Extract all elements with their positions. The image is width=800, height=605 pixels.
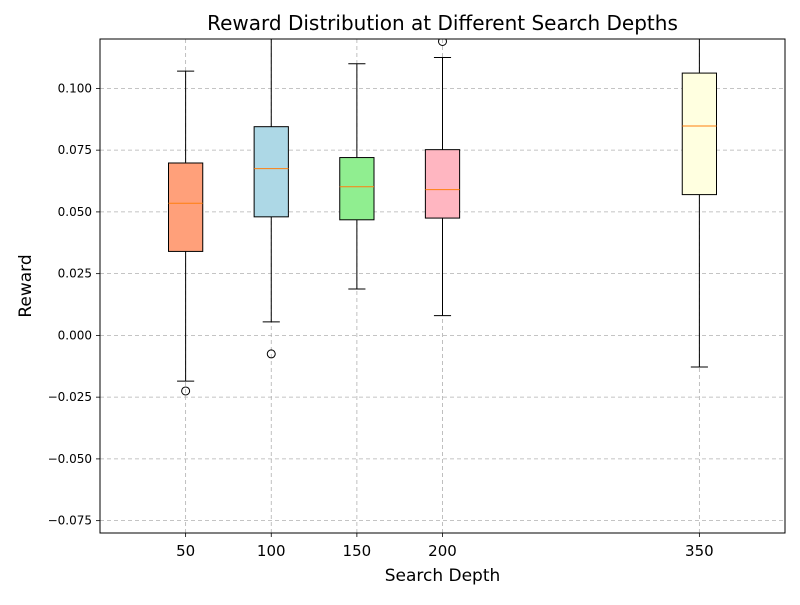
y-tick-label: −0.025 (48, 390, 92, 404)
chart-title: Reward Distribution at Different Search … (207, 11, 678, 35)
outlier-point (438, 39, 447, 46)
y-tick-label: −0.075 (48, 514, 92, 528)
y-tick-label: 0.050 (58, 205, 92, 219)
box-iqr (253, 126, 289, 218)
y-tick-label: 0.075 (58, 143, 92, 157)
box-iqr (339, 157, 375, 221)
x-tick-label: 100 (257, 542, 286, 560)
outlier-point (181, 386, 191, 396)
y-axis-label: Reward (16, 254, 36, 317)
y-tick-label: 0.000 (58, 328, 92, 342)
axis-ticks: −0.075 −0.050 −0.025 0.000 0.025 0.050 0.075 0.… (48, 81, 714, 560)
box-iqr (681, 72, 717, 196)
x-tick-label: 150 (343, 542, 372, 560)
y-tick-label: −0.050 (48, 452, 92, 466)
y-tick-label: 0.025 (58, 267, 92, 281)
x-tick-label: 200 (428, 542, 457, 560)
box-iqr (168, 162, 204, 252)
y-tick-label: 0.100 (58, 81, 92, 95)
outlier-point (266, 349, 276, 359)
box-series (168, 39, 717, 396)
x-tick-label: 350 (685, 542, 714, 560)
x-tick-label: 50 (176, 542, 195, 560)
box-iqr (424, 149, 461, 219)
x-axis-label: Search Depth (385, 566, 501, 586)
